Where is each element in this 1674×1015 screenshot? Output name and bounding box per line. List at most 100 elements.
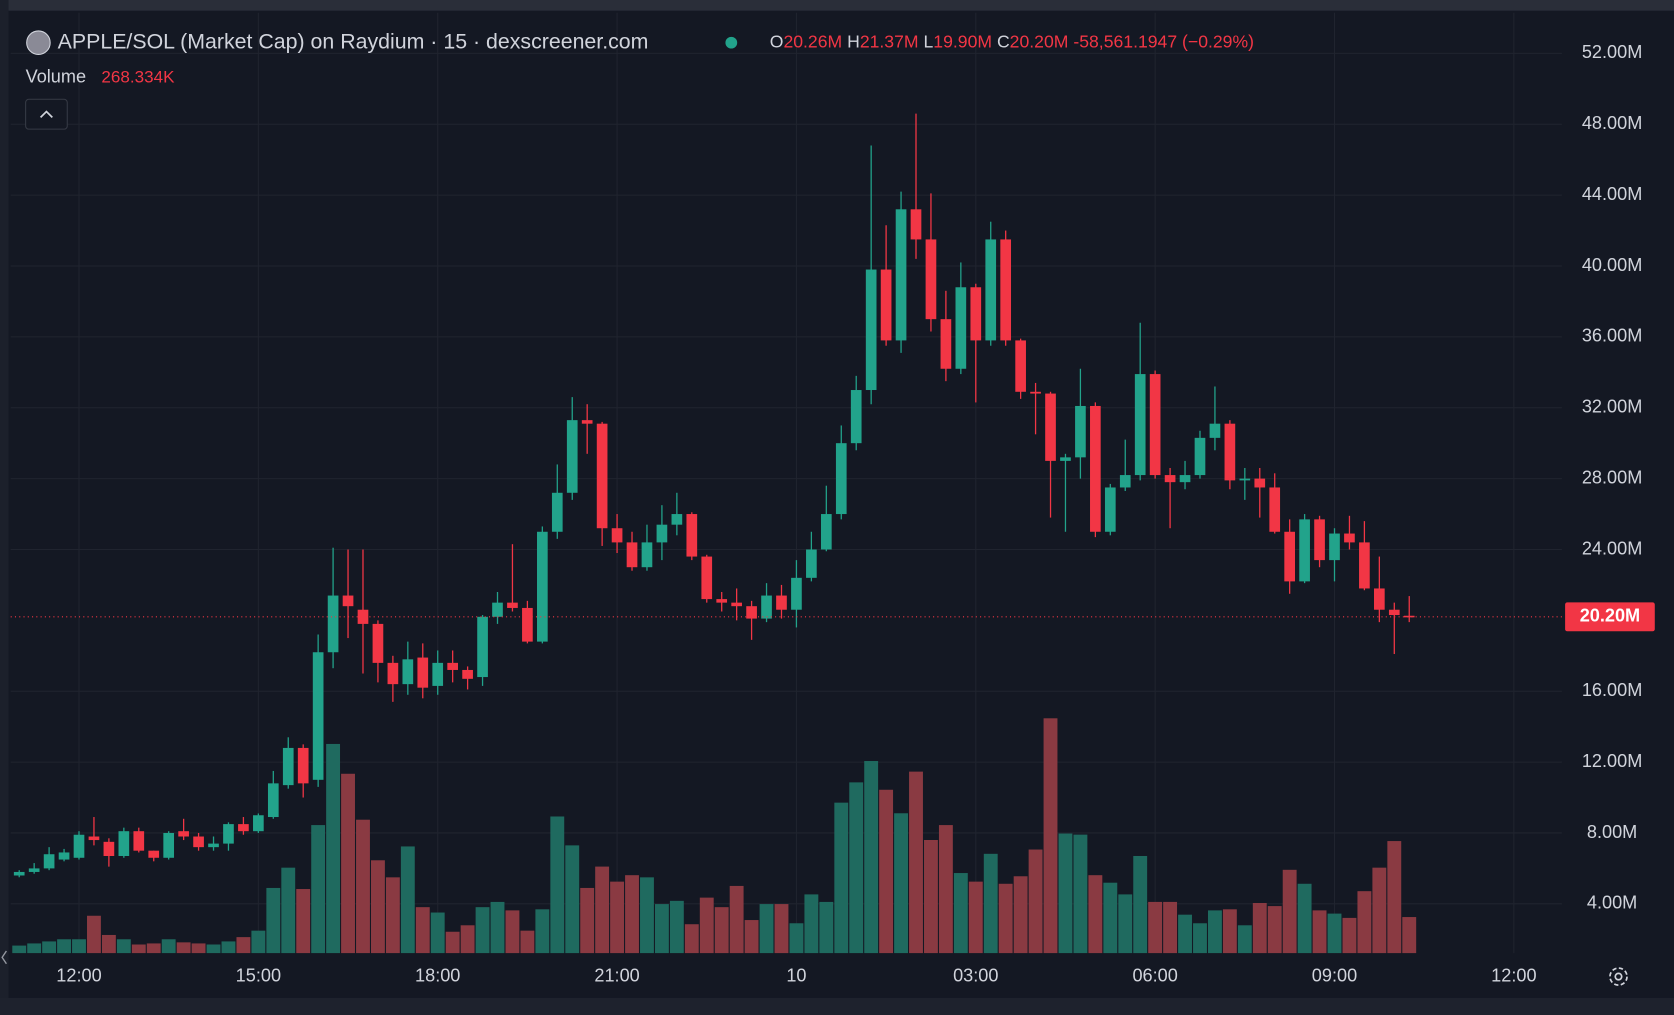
candle-body: [611, 528, 623, 543]
y-tick-label: 40.00M: [1582, 255, 1642, 275]
volume-bar: [296, 889, 311, 954]
ohlc-change: -58,561.1947 (−0.29%): [1073, 31, 1254, 51]
volume-bar: [699, 897, 714, 954]
candle-body: [865, 269, 877, 391]
volume-bar: [1148, 901, 1163, 954]
candle-body: [267, 783, 279, 818]
volume-bar: [161, 939, 176, 954]
volume-bar: [1267, 906, 1282, 954]
volume-bar: [520, 930, 535, 954]
volume-bar: [101, 934, 116, 954]
candle-body: [253, 815, 264, 832]
top-border: [0, 0, 1674, 11]
y-tick-label: 4.00M: [1587, 893, 1637, 913]
x-tick-label: 06:00: [1132, 965, 1177, 985]
volume-bar: [1237, 925, 1252, 954]
gear-outer[interactable]: [1609, 967, 1628, 986]
volume-bar: [251, 930, 266, 954]
volume-bar: [1357, 891, 1372, 954]
scroll-left[interactable]: [1, 950, 7, 965]
candle-body: [1000, 239, 1012, 341]
candle-body: [596, 423, 608, 529]
last-price-tag: [1565, 602, 1655, 632]
volume-bar: [714, 907, 729, 954]
volume-bar: [326, 743, 341, 954]
candle-body: [492, 602, 503, 617]
candle-body: [1374, 588, 1385, 610]
candle-body: [193, 836, 204, 848]
y-tick-label: 24.00M: [1582, 538, 1642, 558]
candle-body: [1403, 615, 1415, 618]
volume-bar: [1372, 867, 1387, 954]
candle-body: [43, 854, 55, 869]
candle-body: [970, 287, 982, 341]
candle-body: [925, 239, 937, 320]
candle-body: [1284, 531, 1296, 582]
ohlc-legend: O20.26M H21.37M L19.90M C20.20M -58,561.…: [770, 31, 1254, 51]
y-tick-label: 36.00M: [1582, 326, 1642, 346]
candle-body: [327, 595, 339, 653]
volume-bar: [206, 944, 221, 954]
volume-bar: [729, 885, 744, 954]
candle-body: [1045, 393, 1056, 461]
grid: [10, 12, 1562, 954]
candle-body: [342, 595, 354, 607]
axes: 52.00M 48.00M 44.00M 40.00M 36.00M 32.00M 28.0…: [10, 42, 1655, 985]
volume-bar: [909, 771, 923, 954]
volume-bar: [744, 920, 759, 954]
collapse-button[interactable]: [25, 98, 68, 130]
ohlc-key: L: [923, 31, 933, 51]
y-tick-label: 12.00M: [1582, 751, 1642, 771]
volume-bar: [42, 941, 57, 954]
chart-title: APPLE/SOL (Market Cap) on Raydium · 15 ·…: [58, 29, 649, 53]
candle-body: [835, 443, 847, 515]
candle-body: [477, 616, 488, 678]
candle-body: [118, 831, 130, 857]
volume-bar: [475, 907, 490, 954]
volume-bar: [535, 909, 550, 954]
y-tick-label: 48.00M: [1582, 113, 1642, 133]
candle-body: [357, 609, 369, 624]
volume-bar: [281, 867, 296, 954]
candle-body: [58, 852, 70, 860]
candle-body: [372, 623, 384, 663]
ohlc-key: H: [847, 31, 860, 51]
candle-body: [223, 824, 234, 844]
candle-body: [686, 514, 698, 557]
volume-bar: [27, 943, 42, 954]
volume-bar: [1133, 855, 1148, 954]
candle-body: [731, 602, 742, 607]
ohlc-value: 20.26M: [783, 31, 842, 51]
y-tick-label: 52.00M: [1582, 42, 1642, 62]
candle-body: [1329, 533, 1340, 561]
candle-body: [163, 832, 175, 858]
candle-body: [13, 871, 25, 876]
volume-bar: [146, 943, 161, 954]
volume-bar: [1312, 910, 1327, 954]
volume-bar: [879, 789, 894, 954]
volume-bar: [640, 877, 654, 954]
candle-body: [1030, 391, 1041, 394]
volume-bar: [430, 912, 445, 954]
settings-button[interactable]: [1609, 967, 1628, 986]
ohlc-value: 20.20M: [1010, 31, 1069, 51]
volume-bar: [595, 866, 610, 954]
candle-body: [1359, 542, 1370, 589]
volume-bar: [1282, 869, 1297, 954]
volume-bar: [953, 873, 968, 954]
candle-body: [282, 747, 294, 786]
ohlc-value: 21.37M: [860, 31, 919, 51]
x-tick-label: 03:00: [953, 965, 998, 985]
bottom-border: [0, 997, 1674, 1015]
collapse-box[interactable]: [25, 98, 68, 130]
candles: [13, 113, 1415, 878]
volume-bar: [983, 853, 998, 954]
candle-body: [820, 514, 832, 550]
candle-body: [1134, 374, 1146, 476]
volume-bar: [938, 825, 953, 954]
candle-body: [940, 319, 952, 369]
volume-bar: [87, 915, 101, 954]
last-price-label: 20.20M: [1580, 606, 1640, 626]
y-tick-label: 16.00M: [1582, 680, 1642, 700]
candle-body: [1388, 609, 1400, 616]
